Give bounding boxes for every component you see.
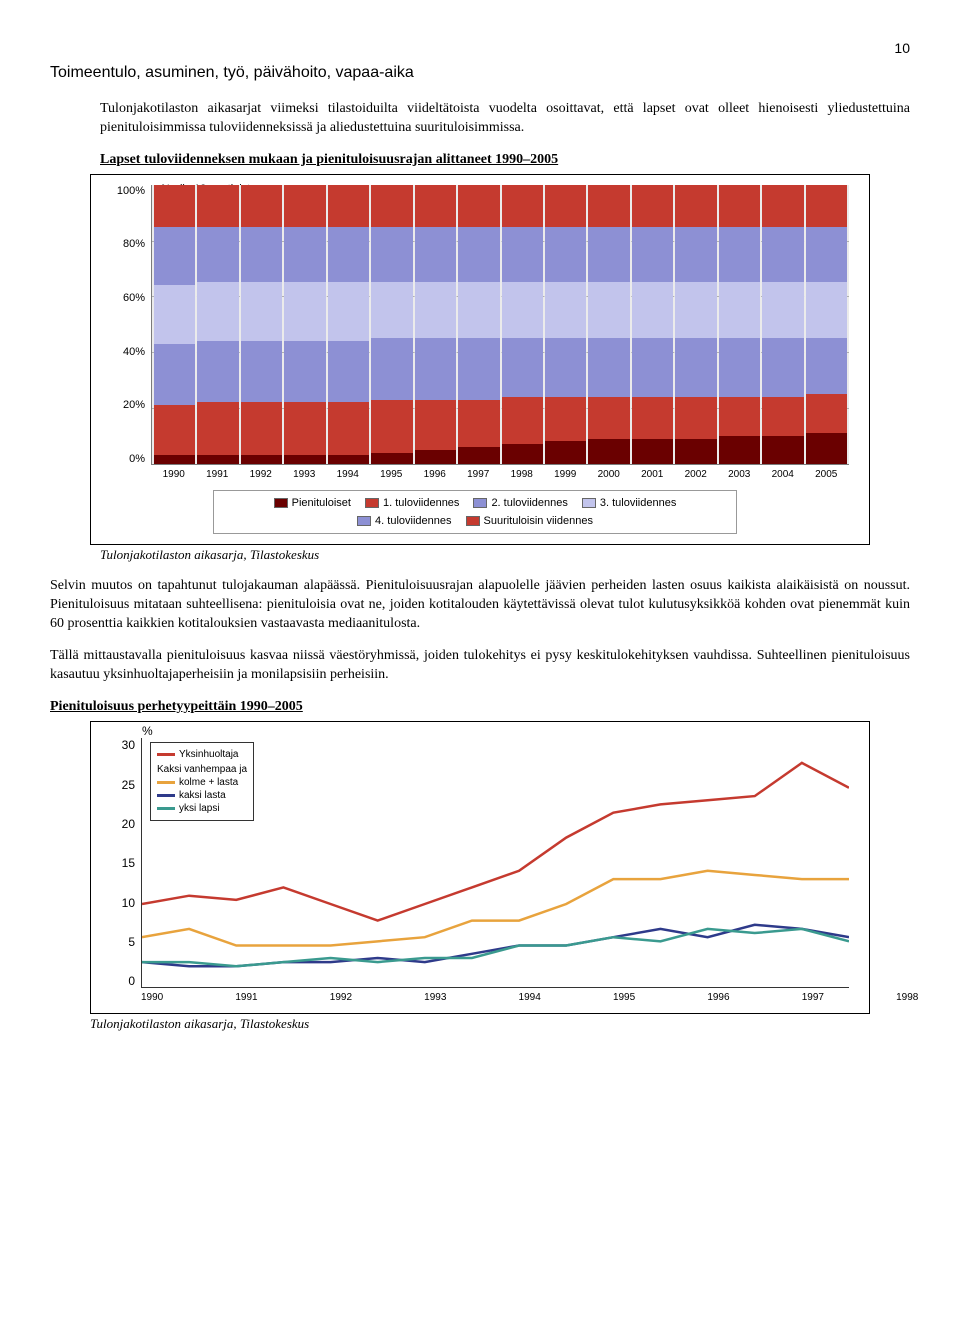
chart1-title: Lapset tuloviidenneksen mukaan ja pienit…: [100, 152, 910, 168]
chart2-title: Pienituloisuus perhetyypeittäin 1990–200…: [50, 699, 910, 715]
line-legend: Yksinhuoltaja Kaksi vanhempaa jakolme + …: [150, 742, 254, 821]
chart2-source: Tulonjakotilaston aikasarja, Tilastokesk…: [90, 1016, 910, 1032]
paragraph-2: Selvin muutos on tapahtunut tulojakauman…: [50, 577, 910, 634]
line-plot-area: % Yksinhuoltaja Kaksi vanhempaa jakolme …: [141, 738, 849, 988]
y-unit: %: [142, 724, 153, 738]
y-axis: 100%80%60%40%20%0%: [101, 185, 151, 465]
stacked-bar-chart: % alle 18-vuotiaista 100%80%60%40%20%0% …: [90, 174, 870, 545]
intro-paragraph: Tulonjakotilaston aikasarjat viimeksi ti…: [100, 100, 910, 138]
x-axis: 1990199119921993199419951996199719981999…: [151, 465, 849, 480]
chart1-source: Tulonjakotilaston aikasarja, Tilastokesk…: [100, 547, 910, 563]
plot-area: [151, 185, 849, 465]
paragraph-3: Tällä mittaustavalla pienituloisuus kasv…: [50, 647, 910, 685]
legend: Pienituloiset1. tuloviidennes2. tuloviid…: [213, 490, 737, 534]
line-x-axis: 1990199119921993199419951996199719981999…: [141, 988, 849, 1003]
page-number: 10: [50, 40, 910, 56]
section-title: Toimeentulo, asuminen, työ, päivähoito, …: [50, 64, 910, 82]
line-y-axis: 302520151050: [101, 738, 141, 988]
